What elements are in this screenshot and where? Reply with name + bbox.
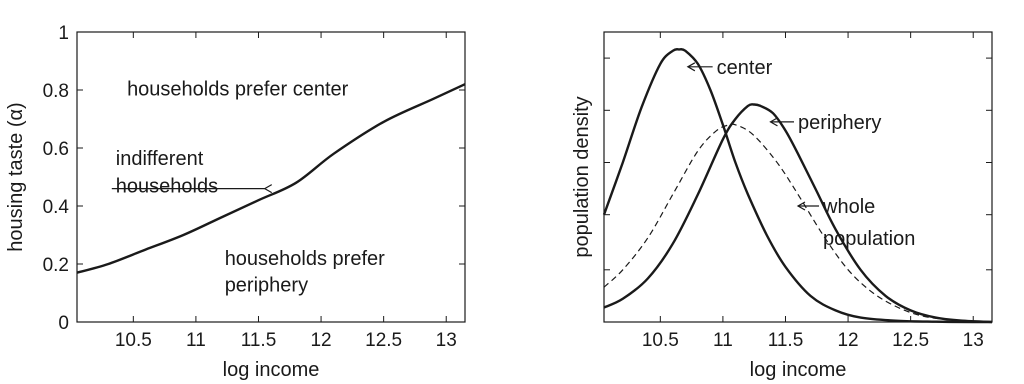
left-y-axis-label: housing taste (α) [5, 102, 27, 251]
right-plot-frame [603, 31, 993, 323]
right-annotation: periphery [798, 112, 881, 134]
right-x-axis-label: log income [750, 359, 847, 381]
left-x-axis-label: log income [223, 359, 320, 381]
right-annotations: center periphery whole population [686, 57, 915, 250]
right-y-axis-label: population density [571, 96, 593, 257]
left-y-tick-label: 0 [58, 313, 69, 334]
left-chart-panel: 10.5 11 11.5 12 12.5 13 0 0.2 0.4 0.6 0.8 1 househo… [5, 23, 466, 381]
right-series-line-0 [602, 48, 992, 324]
left-annotation: households prefer [225, 248, 385, 270]
left-y-tick-label: 0.6 [43, 139, 69, 160]
right-tick-labels: 10.5 11 11.5 12 12.5 13 [642, 330, 984, 351]
left-x-tick-label: 12 [310, 330, 331, 351]
right-x-tick-label: 11.5 [768, 330, 804, 351]
left-series [76, 83, 466, 274]
right-chart-panel: 10.5 11 11.5 12 12.5 13 center periphery whole p… [571, 31, 993, 381]
left-x-tick-label: 13 [436, 330, 457, 351]
right-x-tick-label: 10.5 [642, 330, 679, 351]
left-plot-frame [76, 31, 466, 323]
right-annotation-arrow [769, 117, 794, 127]
left-y-tick-label: 0.8 [43, 81, 69, 102]
left-tick-labels: 10.5 11 11.5 12 12.5 13 0 0.2 0.4 0.6 0.8 1 [43, 23, 457, 351]
left-ticks [77, 31, 465, 323]
left-y-tick-label: 0.4 [43, 197, 70, 218]
left-series-line-0 [76, 83, 466, 274]
left-annotations: households prefer center indifferent house… [111, 79, 385, 296]
right-x-tick-label: 12 [837, 330, 858, 351]
right-annotation: whole [822, 196, 875, 218]
right-annotation-arrow [686, 62, 713, 72]
left-annotation: households prefer center [127, 79, 349, 101]
left-x-tick-label: 10.5 [115, 330, 152, 351]
right-annotation: population [823, 228, 915, 250]
left-x-tick-label: 11.5 [241, 330, 277, 351]
right-annotation: center [717, 57, 773, 79]
right-x-tick-label: 12.5 [892, 330, 929, 351]
right-series-line-1 [603, 103, 993, 324]
right-series-line-2 [603, 123, 993, 323]
left-annotation: periphery [225, 274, 308, 296]
left-annotation-arrow [111, 184, 273, 194]
left-annotation: households [116, 176, 218, 198]
left-y-tick-label: 1 [58, 23, 69, 44]
left-y-tick-label: 0.2 [43, 255, 69, 276]
left-annotation: indifferent [116, 148, 204, 170]
right-x-tick-label: 11 [713, 330, 733, 351]
left-x-tick-label: 12.5 [365, 330, 402, 351]
right-annotation-arrow [796, 201, 820, 211]
left-x-tick-label: 11 [186, 330, 206, 351]
right-series [602, 48, 993, 324]
right-ticks [604, 32, 992, 322]
right-x-tick-label: 13 [963, 330, 984, 351]
